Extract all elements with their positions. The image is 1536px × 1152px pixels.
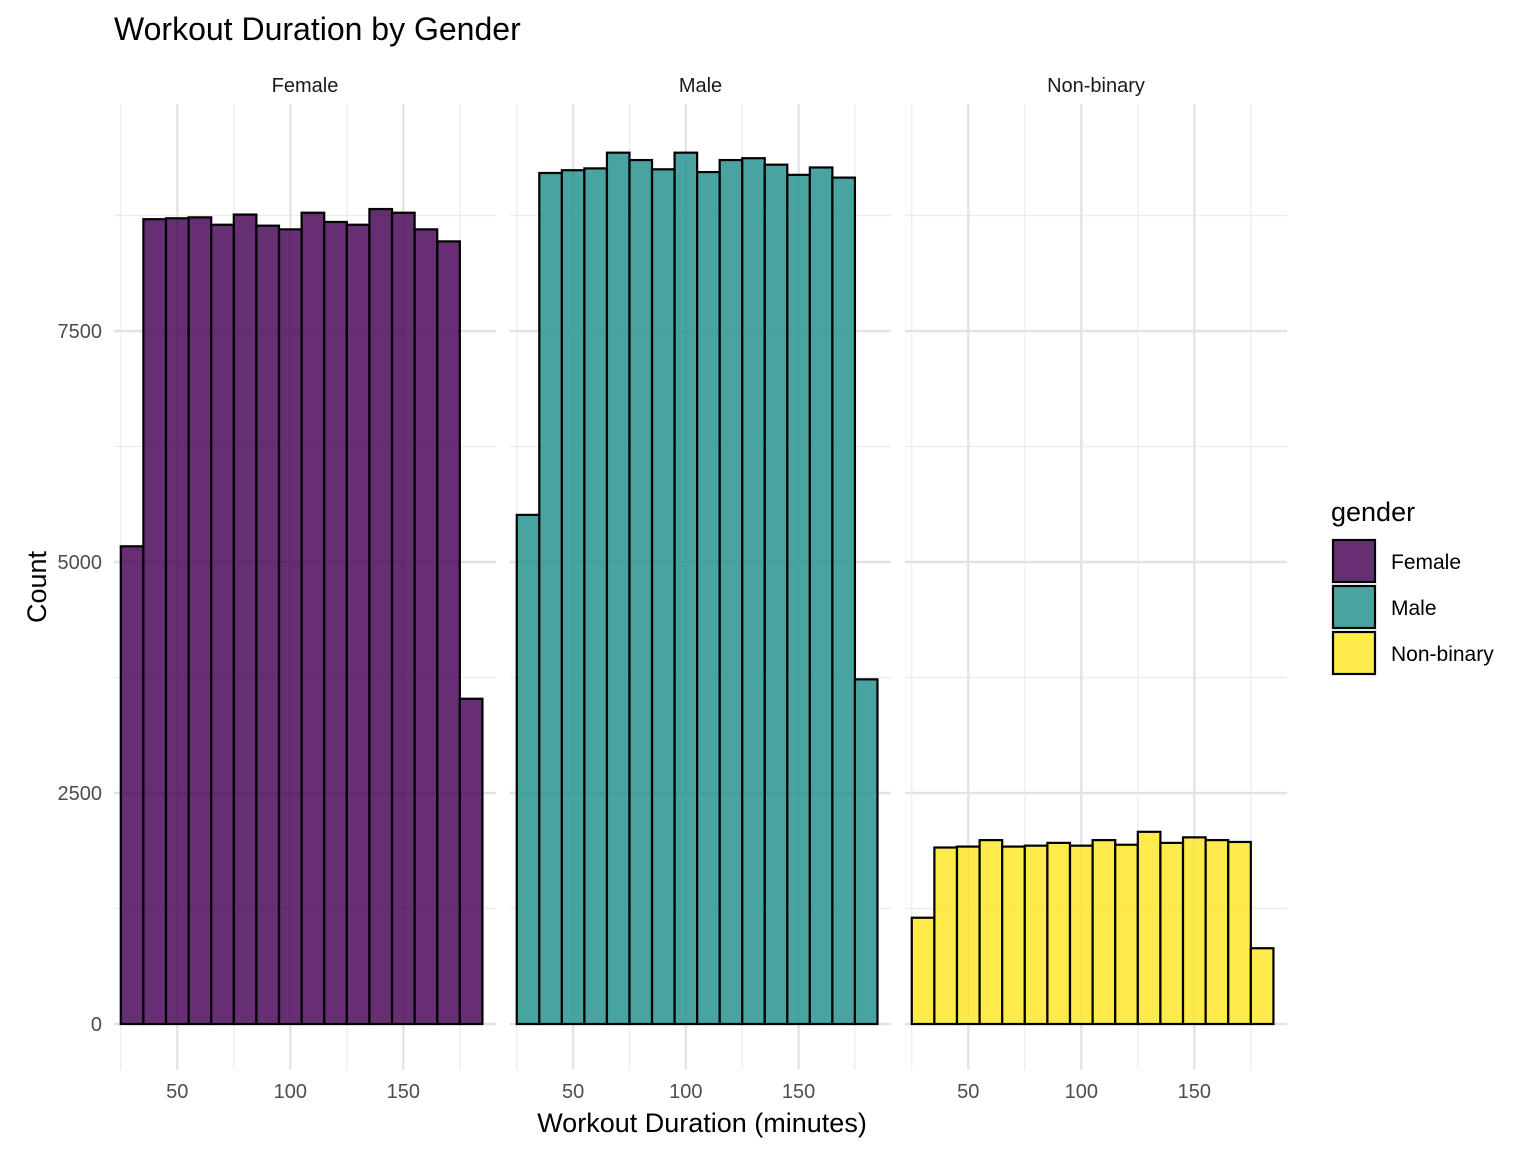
histogram-bar	[1181, 836, 1207, 1026]
histogram-bar	[436, 240, 461, 1026]
facet-panel-male: Male 50 100 150	[510, 75, 891, 1103]
legend-label: Male	[1391, 597, 1437, 620]
legend-label: Female	[1391, 551, 1461, 574]
legend-key-female	[1331, 538, 1377, 584]
histogram-bar	[232, 213, 258, 1026]
histogram-bar	[763, 163, 789, 1026]
facet-strip-label: Non-binary	[1047, 75, 1145, 97]
histogram-bar	[300, 211, 326, 1026]
facet-panel-female: Female 50 100 150	[114, 75, 496, 1103]
histogram-bar	[1091, 839, 1117, 1026]
histogram-bar	[390, 211, 416, 1026]
histogram-bar	[345, 223, 371, 1026]
facet-strip-label: Female	[272, 75, 339, 97]
y-axis-title: Count	[22, 550, 52, 623]
histogram-bar	[1249, 947, 1275, 1026]
x-tick-label: 100	[274, 1081, 307, 1103]
facet-strip-label: Male	[679, 75, 722, 97]
histogram-bar	[831, 176, 857, 1026]
histogram-bar	[1159, 841, 1185, 1026]
histogram-bar	[650, 168, 676, 1026]
x-tick-label: 50	[166, 1081, 188, 1103]
facet-panels: Female 50 100 150 Male 50 100 150 Non-binary 50 10…	[114, 75, 1287, 1103]
legend-label: Non-binary	[1391, 643, 1494, 666]
histogram-bar	[413, 228, 439, 1026]
x-axis-title: Workout Duration (minutes)	[537, 1108, 867, 1138]
histogram-bar	[628, 158, 654, 1026]
x-tick-label: 150	[1178, 1081, 1211, 1103]
histogram-bar	[1023, 844, 1049, 1026]
histogram-bar	[1046, 841, 1072, 1026]
histogram-bar	[560, 169, 586, 1026]
x-tick-label: 50	[562, 1081, 584, 1103]
histogram-bar	[808, 166, 834, 1026]
histogram-bar	[187, 216, 213, 1026]
histogram-bar	[164, 217, 190, 1026]
histogram-bar	[955, 845, 981, 1026]
histogram-bar	[1001, 845, 1026, 1026]
histogram-bar	[696, 170, 721, 1026]
histogram-bar	[933, 846, 959, 1026]
x-tick-label: 100	[669, 1081, 702, 1103]
histogram-bar	[255, 224, 281, 1026]
histogram-bar	[1114, 843, 1139, 1026]
histogram-bar	[718, 158, 744, 1026]
histogram-bar	[786, 173, 811, 1026]
legend: gender Female Male Non-binary	[1331, 497, 1494, 676]
x-tick-label: 150	[387, 1081, 420, 1103]
x-tick-label: 150	[782, 1081, 815, 1103]
histogram-bar	[142, 218, 168, 1026]
histogram-bar	[605, 151, 631, 1026]
histogram-bar	[1204, 839, 1230, 1026]
histogram-bar	[368, 207, 394, 1026]
histogram-bar	[1136, 830, 1162, 1026]
y-axis: 0 2500 5000 7500	[58, 321, 103, 1036]
histogram-bar	[323, 220, 348, 1026]
histogram-bar	[853, 678, 879, 1026]
histogram-bar	[1227, 840, 1252, 1026]
histogram-bar	[458, 697, 484, 1026]
facet-panel-non-binary: Non-binary 50 100 150	[905, 75, 1287, 1103]
x-tick-label: 50	[957, 1081, 979, 1103]
legend-key-male	[1331, 584, 1377, 630]
histogram-bar	[673, 151, 699, 1026]
histogram-bar	[119, 545, 145, 1026]
histogram-bar	[741, 157, 766, 1026]
histogram-bar	[978, 839, 1004, 1026]
y-tick-label: 0	[91, 1014, 102, 1036]
histogram-bar	[583, 167, 609, 1026]
histogram-bar	[210, 223, 235, 1026]
histogram-bar	[910, 916, 936, 1026]
histogram-bar	[515, 513, 541, 1026]
legend-key-non-binary	[1331, 630, 1377, 676]
y-tick-label: 2500	[58, 783, 103, 805]
histogram-bar	[277, 228, 303, 1026]
y-tick-label: 5000	[58, 552, 103, 574]
histogram-bar	[538, 171, 563, 1026]
legend-title: gender	[1331, 497, 1415, 527]
x-tick-label: 100	[1065, 1081, 1098, 1103]
y-tick-label: 7500	[58, 321, 103, 343]
chart-title: Workout Duration by Gender	[114, 11, 521, 47]
histogram-bar	[1068, 844, 1094, 1026]
